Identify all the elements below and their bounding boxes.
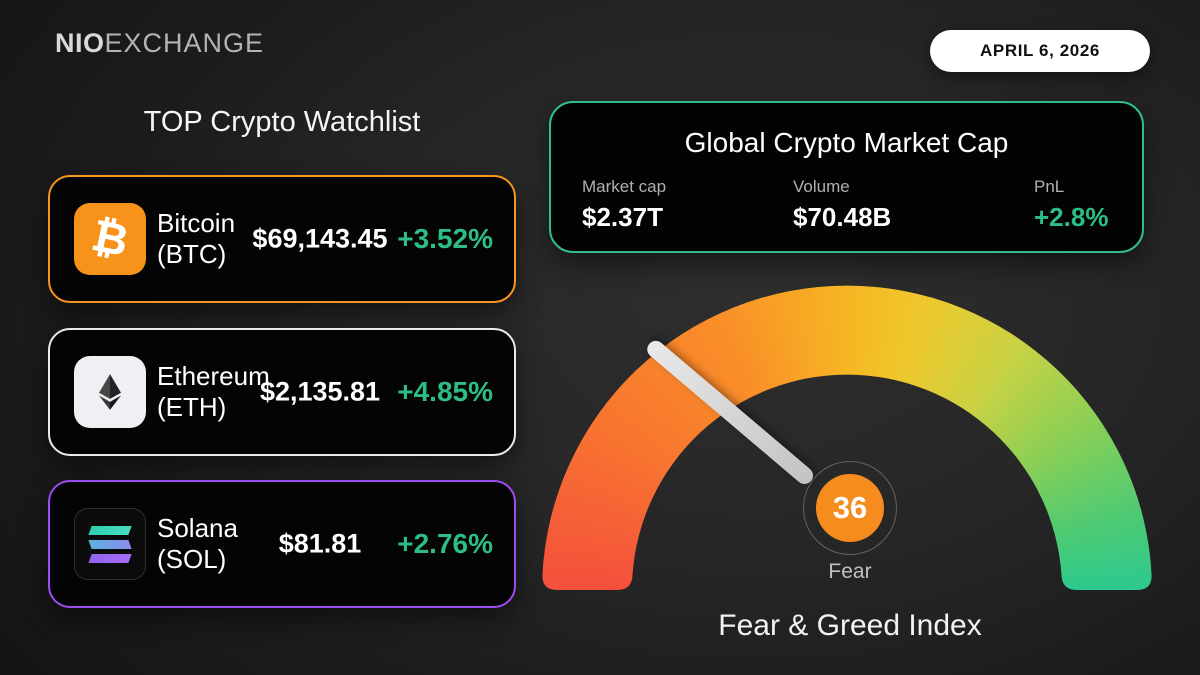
coin-ticker: (BTC) [157,239,227,269]
coin-price: $69,143.45 [252,223,388,254]
stat-volume: Volume $70.48B [793,177,891,233]
ethereum-icon [74,356,146,428]
date-badge-label: APRIL 6, 2026 [980,41,1100,60]
coin-name-line: Ethereum [157,361,270,391]
coin-ticker: (SOL) [157,544,227,574]
brand-logo: NIOEXCHANGE [55,28,264,59]
coin-name: Bitcoin (BTC) [157,208,235,270]
watchlist-title: TOP Crypto Watchlist [143,106,421,138]
stat-label: Market cap [582,177,667,196]
gauge-title: Fear & Greed Index [718,609,982,642]
coin-price: $81.81 [278,528,362,559]
coin-ticker: (ETH) [157,392,227,422]
watchlist-row-ethereum[interactable]: Ethereum (ETH) $2,135.81 +4.85% [48,328,516,456]
date-badge[interactable]: APRIL 6, 2026 [930,30,1150,72]
stat-value: +2.8% [1034,202,1109,232]
stat-value: $70.48B [793,202,892,232]
gauge-value: 36 [832,490,868,525]
coin-name: Ethereum (ETH) [157,361,270,423]
gauge-value-badge: 36 [816,474,884,542]
coin-name-line: Bitcoin [157,208,236,238]
gauge-sentiment-label: Fear [828,560,872,583]
watchlist-row-bitcoin[interactable]: ₿ Bitcoin (BTC) $69,143.45 +3.52% [48,175,516,303]
gauge-badge-ring [803,461,897,555]
watchlist-row-solana[interactable]: Solana (SOL) $81.81 +2.76% [48,480,516,608]
market-cap-title: Global Crypto Market Cap [684,127,1009,158]
coin-change: +2.76% [397,528,493,559]
solana-icon [74,508,146,580]
coin-name-line: Solana [157,513,238,543]
coin-change: +4.85% [397,376,493,407]
stat-market-cap: Market cap $2.37T [582,177,666,233]
coin-name: Solana (SOL) [157,513,238,575]
market-cap-card: Global Crypto Market Cap Market cap $2.3… [549,101,1144,253]
brand-logo-light: EXCHANGE [104,28,265,58]
bitcoin-icon: ₿ [74,203,146,275]
stat-label: PnL [1034,177,1065,196]
stat-pnl: PnL +2.8% [1034,177,1108,233]
stat-label: Volume [793,177,850,196]
coin-price: $2,135.81 [259,376,381,407]
coin-change: +3.52% [397,223,493,254]
stat-value: $2.37T [582,202,663,232]
brand-logo-bold: NIO [55,28,105,58]
